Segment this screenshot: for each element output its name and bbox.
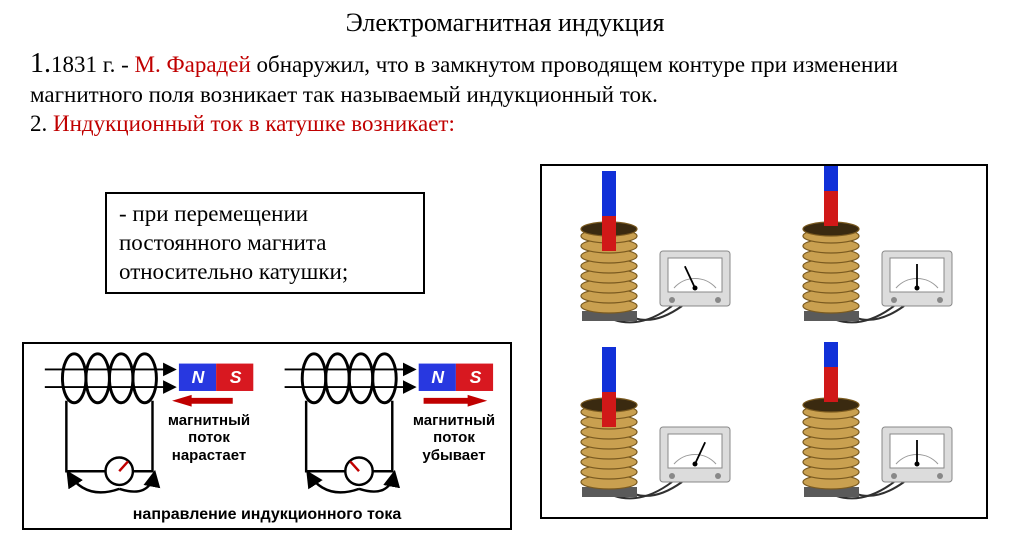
page-title: Электромагнитная индукция (0, 0, 1010, 38)
p1-name: М. Фарадей (135, 52, 251, 77)
p2-red: Индукционный ток в катушке возникает: (53, 111, 455, 136)
magnet-right: N S (419, 364, 493, 391)
magnet-n-right: N (431, 367, 445, 387)
flux-diagram: N S (22, 342, 512, 530)
flux-falling-label: магнитный поток убывает (399, 412, 509, 464)
experiment-panel (540, 164, 988, 519)
exp-svg (542, 342, 764, 518)
experiment-cell-3 (764, 342, 986, 518)
flux-direction-label: направление индукционного тока (24, 506, 510, 524)
galvanometer-left (106, 458, 133, 485)
p1-num: 1. (30, 48, 51, 79)
p1-year: 1831 г. - (51, 52, 135, 77)
experiment-cell-1 (764, 166, 986, 342)
motion-arrow-left (172, 395, 233, 407)
exp-svg (764, 166, 986, 342)
note-box: - при перемещении постоянного магнита от… (105, 192, 425, 294)
experiment-cell-0 (542, 166, 764, 342)
paragraph-1: 1.1831 г. - М. Фарадей обнаружил, что в … (30, 46, 980, 110)
paragraph-2: 2. Индукционный ток в катушке возникает: (30, 110, 980, 139)
magnet-s-right: S (470, 367, 482, 387)
experiment-cell-2 (542, 342, 764, 518)
exp-svg (764, 342, 986, 518)
magnet-s-left: S (230, 367, 242, 387)
flux-rising-label: магнитный поток нарастает (154, 412, 264, 464)
exp-svg (542, 166, 764, 342)
magnet-n-left: N (192, 367, 206, 387)
motion-arrow-right (424, 395, 488, 407)
p2-num: 2. (30, 111, 53, 136)
magnet-left: N S (179, 364, 253, 391)
body-text: 1.1831 г. - М. Фарадей обнаружил, что в … (0, 38, 1010, 139)
